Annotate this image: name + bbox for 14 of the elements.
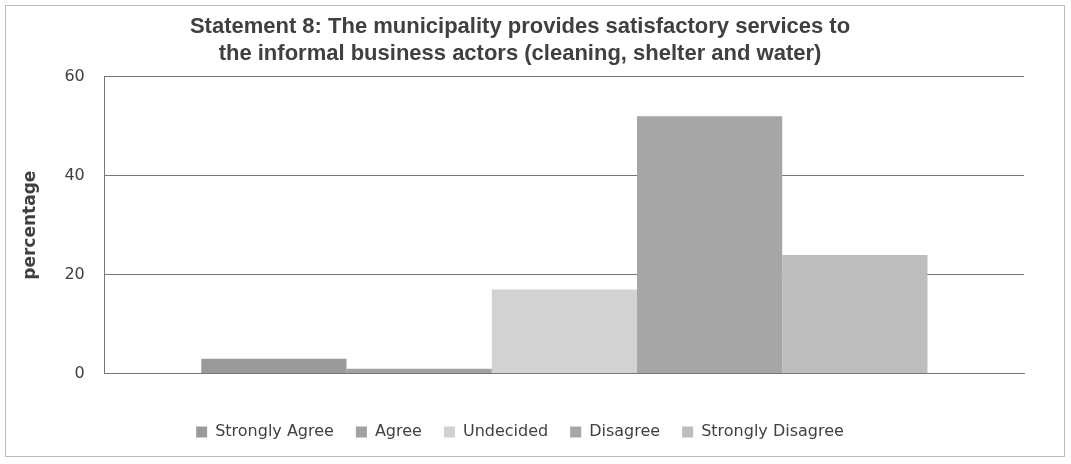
legend-label: Strongly Disagree <box>701 421 844 441</box>
chart-title: Statement 8: The municipality provides satisfactory services to the informal business actors (cleaning, shelter and water) <box>189 13 851 65</box>
bar <box>782 254 928 374</box>
legend-label: Strongly Agree <box>215 421 334 441</box>
legend-label: Undecided <box>462 421 549 441</box>
y-axis-title: percentage <box>18 170 39 280</box>
y-tick-label: 40 <box>64 164 85 184</box>
bar <box>491 289 637 374</box>
y-tick-label: 60 <box>64 65 85 85</box>
legend-label: Disagree <box>589 421 661 441</box>
legend-label: Agree <box>374 421 422 441</box>
y-tick-label: 20 <box>64 263 85 283</box>
y-tick-label: 0 <box>74 362 85 382</box>
bar <box>637 116 783 374</box>
